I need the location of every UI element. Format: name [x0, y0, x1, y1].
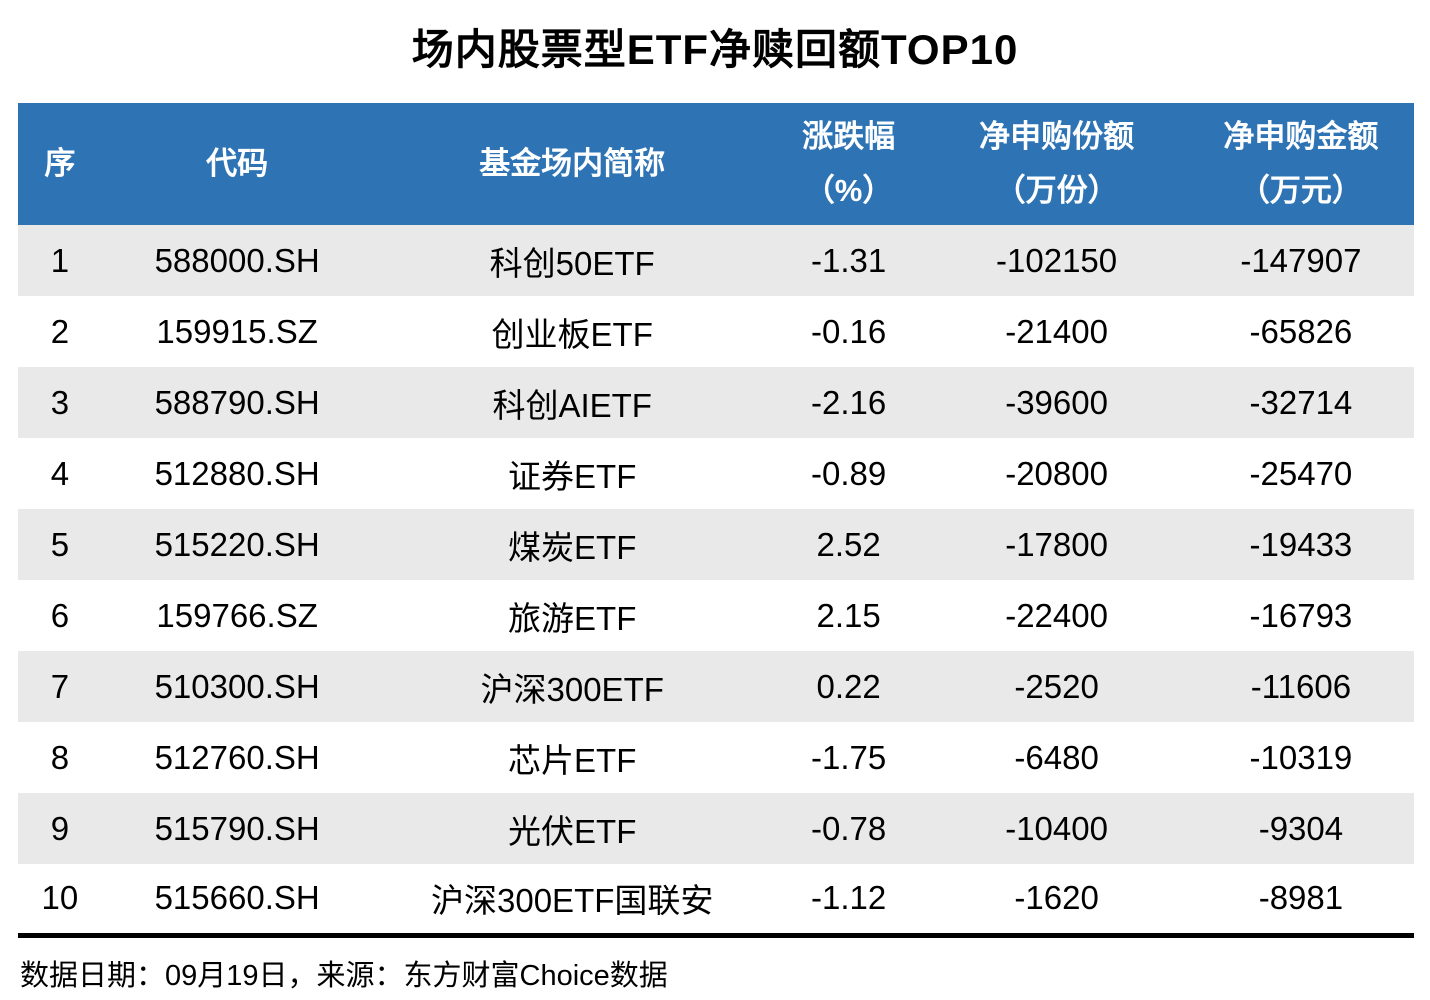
column-header-label: 净申购金额: [1223, 118, 1379, 154]
page-title: 场内股票型ETF净赎回额TOP10: [411, 26, 1019, 73]
cell-change-pct: 2.15: [771, 580, 926, 651]
cell-fund-name: 科创AIETF: [372, 367, 772, 438]
cell-rank: 1: [18, 225, 102, 296]
cell-net-amount: -10319: [1187, 722, 1414, 793]
column-header-unit: （万份）: [994, 173, 1119, 208]
cell-net-amount: -25470: [1187, 438, 1414, 509]
table-header-row: 序 代码 基金场内简称 涨跌幅 （%） 净申购份额 （万份）: [18, 103, 1414, 225]
cell-code: 510300.SH: [101, 651, 373, 722]
cell-net-shares: -21400: [925, 296, 1188, 367]
cell-fund-name: 创业板ETF: [372, 296, 772, 367]
cell-code: 159915.SZ: [101, 296, 373, 367]
cell-rank: 7: [18, 651, 102, 722]
cell-rank: 10: [18, 864, 102, 935]
cell-net-amount: -16793: [1187, 580, 1414, 651]
cell-code: 159766.SZ: [101, 580, 373, 651]
cell-rank: 3: [18, 367, 102, 438]
cell-net-shares: -22400: [925, 580, 1188, 651]
cell-change-pct: -1.12: [771, 864, 926, 935]
cell-change-pct: -1.31: [771, 225, 926, 296]
column-header-change-pct: 涨跌幅 （%）: [771, 103, 926, 225]
cell-code: 515660.SH: [101, 864, 373, 935]
cell-code: 512760.SH: [101, 722, 373, 793]
cell-code: 512880.SH: [101, 438, 373, 509]
cell-net-amount: -32714: [1187, 367, 1414, 438]
column-header-unit: （万元）: [1238, 173, 1363, 208]
table-row: 5 515220.SH 煤炭ETF 2.52 -17800 -19433: [18, 509, 1414, 580]
table-row: 8 512760.SH 芯片ETF -1.75 -6480 -10319: [18, 722, 1414, 793]
cell-fund-name: 沪深300ETF: [372, 651, 772, 722]
cell-change-pct: -2.16: [771, 367, 926, 438]
table-row: 7 510300.SH 沪深300ETF 0.22 -2520 -11606: [18, 651, 1414, 722]
cell-fund-name: 光伏ETF: [372, 793, 772, 864]
table-header: 序 代码 基金场内简称 涨跌幅 （%） 净申购份额 （万份）: [18, 103, 1414, 225]
column-header-label: 序: [44, 145, 76, 181]
etf-redemption-table: 序 代码 基金场内简称 涨跌幅 （%） 净申购份额 （万份）: [18, 103, 1414, 938]
column-header-net-amount: 净申购金额 （万元）: [1187, 103, 1414, 225]
cell-change-pct: 2.52: [771, 509, 926, 580]
cell-net-amount: -147907: [1187, 225, 1414, 296]
cell-change-pct: 0.22: [771, 651, 926, 722]
cell-fund-name: 芯片ETF: [372, 722, 772, 793]
cell-change-pct: -0.16: [771, 296, 926, 367]
cell-code: 588000.SH: [101, 225, 373, 296]
cell-fund-name: 煤炭ETF: [372, 509, 772, 580]
cell-rank: 8: [18, 722, 102, 793]
cell-net-shares: -20800: [925, 438, 1188, 509]
cell-rank: 9: [18, 793, 102, 864]
cell-net-shares: -6480: [925, 722, 1188, 793]
column-header-label: 净申购份额: [979, 118, 1135, 154]
table-row: 9 515790.SH 光伏ETF -0.78 -10400 -9304: [18, 793, 1414, 864]
cell-net-amount: -8981: [1187, 864, 1414, 935]
cell-net-amount: -11606: [1187, 651, 1414, 722]
table-row: 4 512880.SH 证券ETF -0.89 -20800 -25470: [18, 438, 1414, 509]
cell-fund-name: 旅游ETF: [372, 580, 772, 651]
cell-rank: 5: [18, 509, 102, 580]
data-source-note: 数据日期：09月19日，来源：东方财富Choice数据: [20, 960, 668, 992]
cell-code: 515220.SH: [101, 509, 373, 580]
cell-fund-name: 科创50ETF: [372, 225, 772, 296]
cell-rank: 4: [18, 438, 102, 509]
cell-rank: 6: [18, 580, 102, 651]
table-row: 6 159766.SZ 旅游ETF 2.15 -22400 -16793: [18, 580, 1414, 651]
cell-net-shares: -10400: [925, 793, 1188, 864]
column-header-label: 代码: [206, 145, 269, 181]
column-header-rank: 序: [18, 103, 102, 225]
cell-fund-name: 证券ETF: [372, 438, 772, 509]
cell-rank: 2: [18, 296, 102, 367]
cell-code: 515790.SH: [101, 793, 373, 864]
cell-fund-name: 沪深300ETF国联安: [372, 864, 772, 935]
table-row: 10 515660.SH 沪深300ETF国联安 -1.12 -1620 -89…: [18, 864, 1414, 935]
column-header-fund-name: 基金场内简称: [372, 103, 772, 225]
column-header-unit: （%）: [803, 173, 894, 208]
cell-net-amount: -9304: [1187, 793, 1414, 864]
table-row: 1 588000.SH 科创50ETF -1.31 -102150 -14790…: [18, 225, 1414, 296]
cell-net-amount: -19433: [1187, 509, 1414, 580]
table-row: 3 588790.SH 科创AIETF -2.16 -39600 -32714: [18, 367, 1414, 438]
table-body: 1 588000.SH 科创50ETF -1.31 -102150 -14790…: [18, 225, 1414, 935]
cell-code: 588790.SH: [101, 367, 373, 438]
cell-net-shares: -17800: [925, 509, 1188, 580]
column-header-label: 涨跌幅: [802, 118, 896, 154]
cell-net-shares: -102150: [925, 225, 1188, 296]
cell-change-pct: -0.89: [771, 438, 926, 509]
cell-change-pct: -0.78: [771, 793, 926, 864]
table-row: 2 159915.SZ 创业板ETF -0.16 -21400 -65826: [18, 296, 1414, 367]
column-header-code: 代码: [101, 103, 373, 225]
cell-net-shares: -39600: [925, 367, 1188, 438]
cell-net-shares: -1620: [925, 864, 1188, 935]
cell-net-shares: -2520: [925, 651, 1188, 722]
column-header-net-shares: 净申购份额 （万份）: [925, 103, 1188, 225]
cell-change-pct: -1.75: [771, 722, 926, 793]
cell-net-amount: -65826: [1187, 296, 1414, 367]
column-header-label: 基金场内简称: [479, 145, 666, 181]
